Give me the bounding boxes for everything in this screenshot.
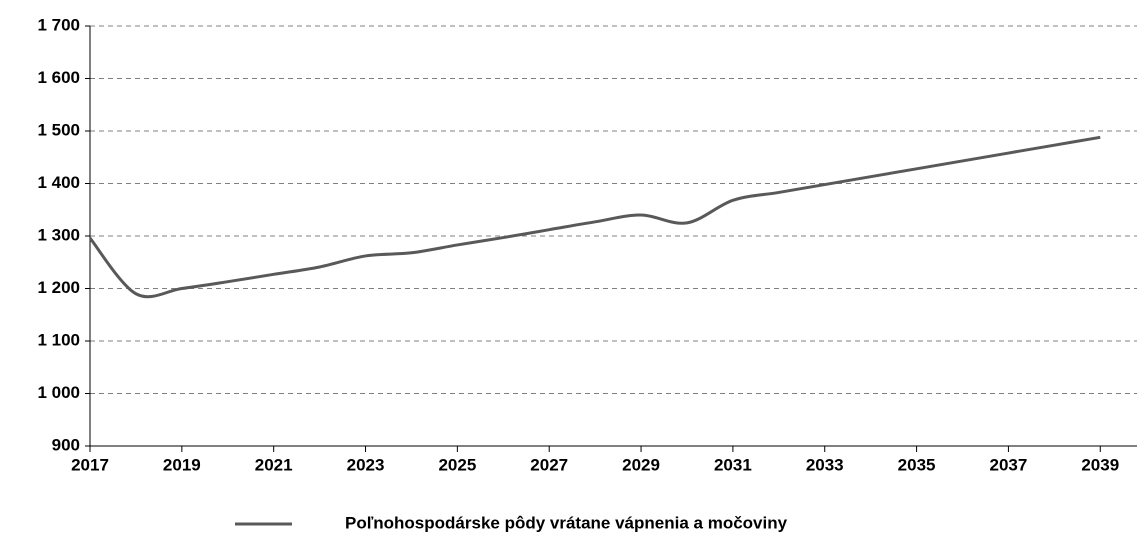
x-tick-label: 2031 — [714, 455, 752, 474]
x-tick-label: 2021 — [255, 455, 293, 474]
data-line — [88, 135, 1101, 299]
x-tick-label: 2035 — [898, 455, 936, 474]
y-tick-label: 1 000 — [37, 383, 80, 402]
x-tick-label: 2023 — [347, 455, 385, 474]
y-tick-label: 1 300 — [37, 225, 80, 244]
x-tick-label: 2029 — [622, 455, 660, 474]
x-tick-label: 2033 — [806, 455, 844, 474]
y-tick-label: 1 200 — [37, 278, 80, 297]
x-tick-label: 2027 — [530, 455, 568, 474]
y-tick-label: 1 400 — [37, 173, 80, 192]
x-tick-label: 2039 — [1081, 455, 1119, 474]
x-tick-label: 2017 — [71, 455, 109, 474]
x-tick-label: 2019 — [163, 455, 201, 474]
y-tick-label: 1 100 — [37, 330, 80, 349]
y-tick-label: 1 500 — [37, 120, 80, 139]
x-tick-label: 2037 — [990, 455, 1028, 474]
legend-label: Poľnohospodárske pôdy vrátane vápnenia a… — [345, 513, 788, 532]
y-tick-label: 1 700 — [37, 15, 80, 34]
x-tick-label: 2025 — [438, 455, 476, 474]
y-tick-label: 900 — [52, 435, 80, 454]
y-tick-label: 1 600 — [37, 68, 80, 87]
